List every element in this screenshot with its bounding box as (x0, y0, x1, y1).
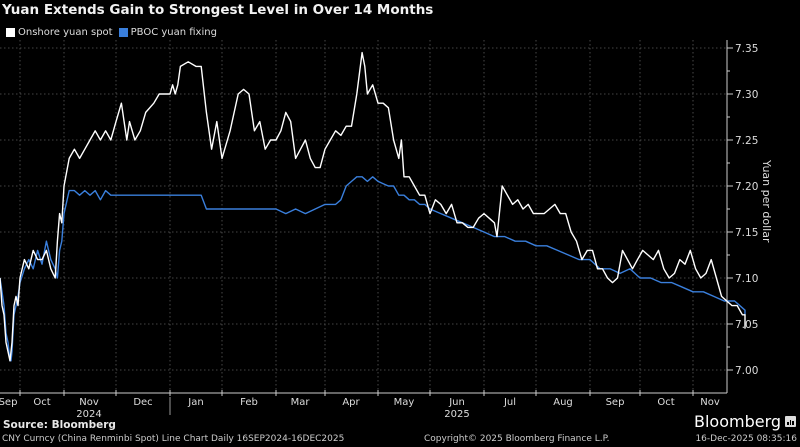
bloomberg-logo: Bloomberg (694, 412, 797, 431)
x-tick-label: Apr (342, 397, 360, 408)
y-tick-label: 7.25 (735, 135, 758, 147)
grid-lines (0, 40, 727, 393)
y-tick-label: 7.30 (735, 89, 758, 101)
chart-icon (785, 416, 797, 427)
timestamp: 16-Dec-2025 08:35:16 (695, 434, 797, 444)
x-year-label: 2025 (444, 409, 469, 420)
legend-swatch-fixing (118, 28, 128, 37)
x-tick-label: Jul (503, 397, 516, 408)
y-tick-label: 7.10 (735, 273, 758, 285)
x-tick-label: Oct (33, 397, 50, 408)
chart-title: Yuan Extends Gain to Strongest Level in … (2, 2, 434, 18)
legend-item-fixing: PBOC yuan fixing (118, 27, 217, 38)
copyright-text: Copyright© 2025 Bloomberg Finance L.P. (424, 434, 610, 444)
legend-swatch-spot (6, 28, 15, 37)
x-tick-label: May (394, 397, 415, 408)
x-tick-label: Nov (700, 397, 720, 408)
x-axis: Sep Oct Nov Dec Jan Feb Mar Apr May Jun Jul Aug Sep O… (0, 390, 727, 420)
x-tick-label: Oct (657, 397, 674, 408)
y-axis-label: Yuan per dollar (760, 160, 773, 243)
source-label: Source: Bloomberg (3, 419, 116, 431)
y-axis: 7.35 7.30 7.25 7.20 7.15 7.10 7.05 7.00 (726, 40, 758, 393)
chart-legend: Onshore yuan spot PBOC yuan fixing (6, 27, 217, 38)
brand-text: Bloomberg (694, 412, 782, 431)
x-tick-label: Nov (79, 397, 99, 408)
x-tick-label: Sep (606, 397, 625, 408)
x-tick-label: Mar (291, 397, 311, 408)
x-tick-label: Aug (553, 397, 573, 408)
y-tick-label: 7.15 (735, 227, 758, 239)
x-tick-label: Dec (133, 397, 152, 408)
legend-label-fixing: PBOC yuan fixing (130, 27, 217, 38)
x-tick-label: Sep (0, 397, 17, 408)
y-tick-label: 7.00 (735, 365, 758, 377)
legend-item-spot: Onshore yuan spot (6, 27, 113, 38)
series-line-spot (0, 51, 746, 362)
chart-description: CNY Curncy (China Renminbi Spot) Line Ch… (2, 434, 345, 444)
x-year-label: 2024 (76, 409, 101, 420)
legend-label-spot: Onshore yuan spot (18, 27, 113, 38)
series-line-fixing (0, 176, 746, 362)
y-tick-label: 7.35 (735, 43, 758, 55)
y-tick-label: 7.05 (735, 319, 758, 331)
x-tick-label: Feb (240, 397, 258, 408)
series-lines (0, 51, 746, 362)
x-tick-label: Jun (448, 397, 465, 408)
x-tick-label: Jan (187, 397, 203, 408)
y-tick-label: 7.20 (735, 181, 758, 193)
